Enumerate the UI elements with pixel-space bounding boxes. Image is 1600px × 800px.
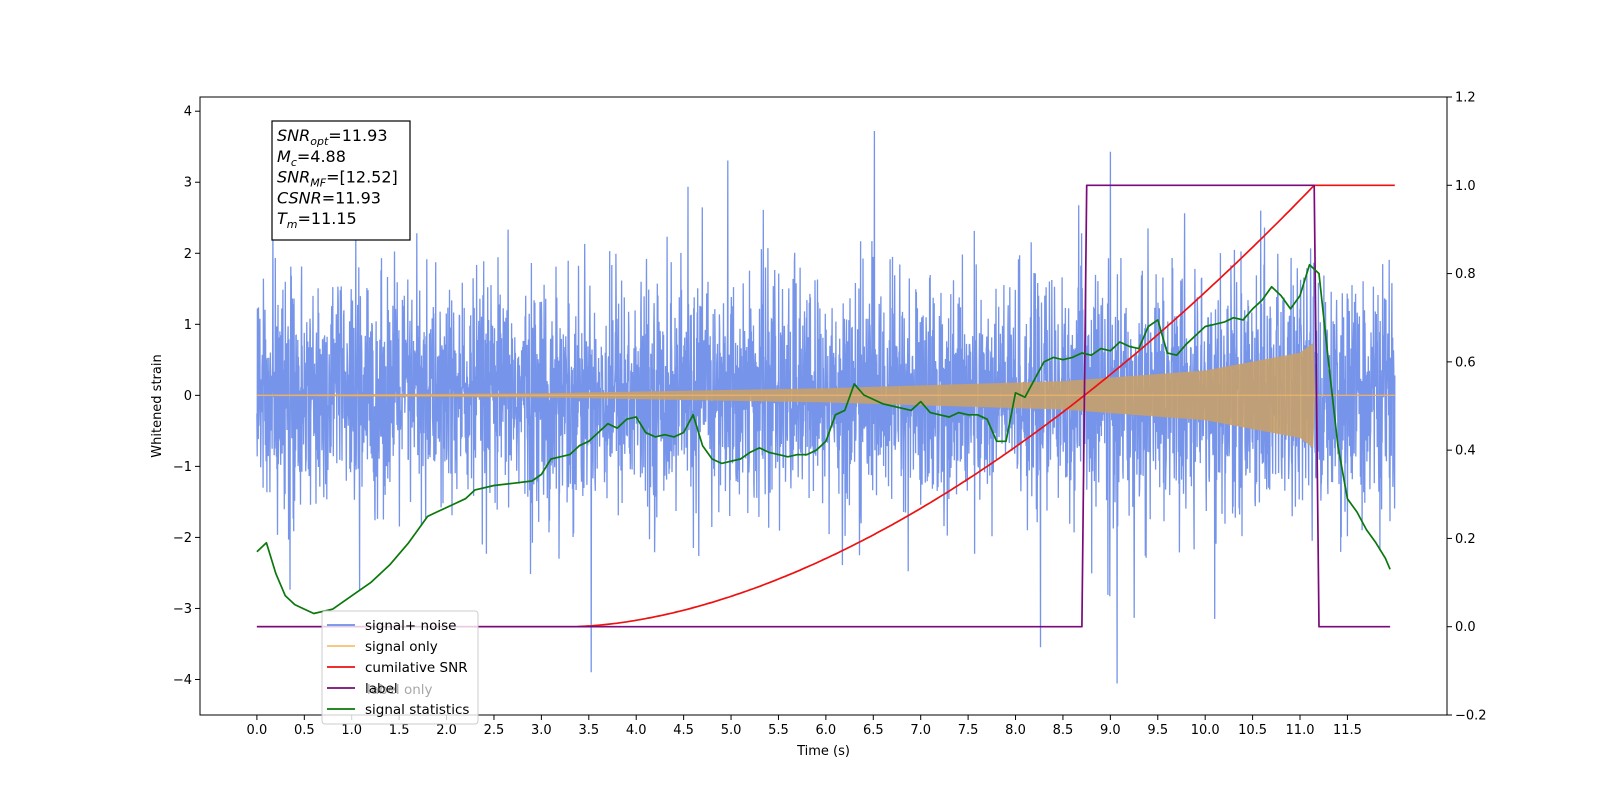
x-tick-label: 8.0	[1005, 723, 1026, 738]
x-tick-label: 2.0	[436, 723, 457, 738]
x-tick-label: 10.0	[1191, 723, 1220, 738]
legend-frame	[321, 610, 479, 725]
y-right-tick-label: 0.4	[1455, 444, 1476, 459]
series-signal-statistics	[256, 263, 1391, 615]
x-tick-label: 8.5	[1053, 723, 1074, 738]
x-tick-label: 10.5	[1238, 723, 1267, 738]
x-tick-label: 9.5	[1147, 723, 1168, 738]
annotation-line: CSNR=11.93	[277, 188, 381, 207]
label-line	[256, 184, 1391, 628]
x-tick-label: 4.5	[673, 723, 694, 738]
legend-entry-label: cumilative SNR	[365, 660, 468, 676]
axes: 0.0 0.5 1.0 1.5 2.0 2.5 3.0 3.5 4.0 4.5 5.0 5.5 6.0 6…	[173, 91, 1487, 739]
annotation-box: SNRopt=11.93Mc=4.88SNRMF=[12.52]CSNR=11.…	[271, 120, 411, 241]
annotation-line: Mc=4.88	[277, 147, 346, 169]
y-right-tick-label: 0.6	[1455, 355, 1476, 370]
x-tick-label: 3.5	[578, 723, 599, 738]
x-tick-label: 5.5	[768, 723, 789, 738]
legend: label only signal+ noise signal only cumila…	[321, 610, 479, 725]
x-tick-label: 1.0	[341, 723, 362, 738]
x-tick-label: 11.5	[1333, 723, 1362, 738]
y-left-tick-label: 0	[184, 389, 192, 404]
x-tick-label: 4.0	[626, 723, 647, 738]
y-right-tick-label: −0.2	[1455, 709, 1487, 724]
y-left-tick-label: 4	[184, 105, 192, 120]
x-tick-label: 6.0	[816, 723, 837, 738]
y-left-tick-label: 3	[184, 176, 192, 191]
x-tick-label: 9.0	[1100, 723, 1121, 738]
legend-entry-label: signal only	[365, 639, 438, 655]
y-left-tick-label: −2	[173, 531, 192, 546]
x-tick-label: 0.5	[294, 723, 315, 738]
x-tick-label: 11.0	[1286, 723, 1315, 738]
statistics-line	[256, 263, 1391, 615]
annotation-line: SNRopt=11.93	[277, 126, 388, 148]
x-tick-label: 0.0	[247, 723, 268, 738]
plot-frame	[199, 96, 1448, 716]
y-left-tick-label: 2	[184, 247, 192, 262]
y-axis-label: Whitened strain	[150, 354, 165, 457]
x-tick-label: 6.5	[863, 723, 884, 738]
y-left-tick-label: −3	[173, 602, 192, 617]
y-left-tick-label: 1	[184, 318, 192, 333]
x-tick-label: 5.0	[721, 723, 742, 738]
y-left-tick-label: −4	[173, 673, 192, 688]
annotation-line: Tm=11.15	[277, 209, 357, 231]
y-right-tick-label: 0.0	[1455, 620, 1476, 635]
y-right-tick-label: 1.2	[1455, 91, 1476, 106]
legend-hidden-text: label only	[367, 682, 433, 698]
legend-entry-label: signal statistics	[365, 702, 469, 718]
x-tick-label: 2.5	[484, 723, 505, 738]
y-right-tick-label: 0.8	[1455, 267, 1476, 282]
x-axis-label: Time (s)	[796, 744, 850, 759]
x-tick-label: 3.0	[531, 723, 552, 738]
y-right-tick-label: 0.2	[1455, 532, 1476, 547]
legend-entry-label: label	[365, 681, 398, 697]
annotation-line: SNRMF=[12.52]	[277, 168, 398, 190]
x-tick-label: 7.0	[910, 723, 931, 738]
annotation-frame	[271, 120, 411, 241]
y-left-tick-label: −1	[173, 460, 192, 475]
series-label	[256, 184, 1391, 628]
x-tick-label: 1.5	[389, 723, 410, 738]
legend-entry-label: signal+ noise	[365, 618, 456, 634]
x-tick-label: 7.5	[958, 723, 979, 738]
series-signal-only	[256, 342, 1395, 448]
y-right-tick-label: 1.0	[1455, 179, 1476, 194]
